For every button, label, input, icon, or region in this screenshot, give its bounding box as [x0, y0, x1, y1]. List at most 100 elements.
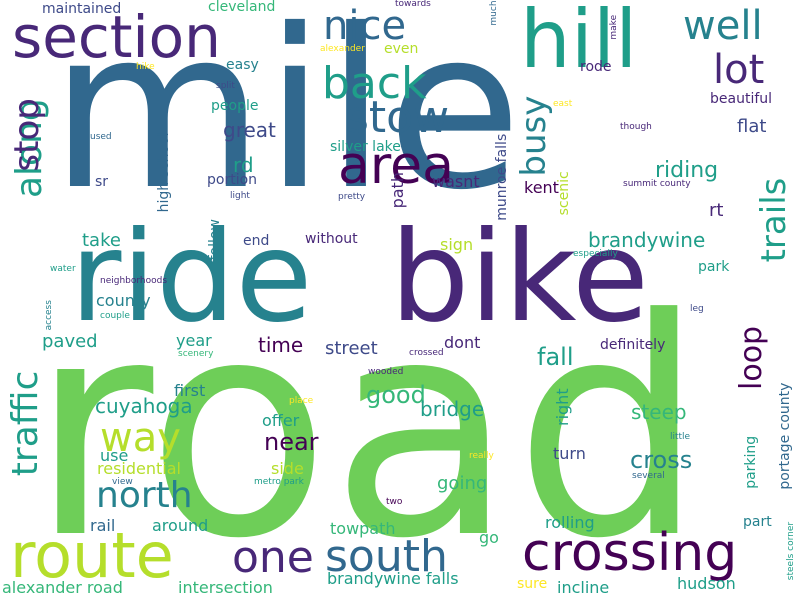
word-dont: dont	[444, 333, 481, 352]
word-without: without	[305, 231, 358, 247]
word-turn: turn	[553, 444, 586, 463]
word-north: north	[96, 475, 193, 516]
word-hudson: hudson	[677, 574, 736, 593]
word-steep: steep	[631, 400, 687, 424]
word-fall: fall	[537, 343, 574, 371]
word-cross: cross	[630, 446, 693, 474]
word-portion: portion	[207, 172, 258, 188]
word-east: east	[553, 99, 573, 109]
word-scenic: scenic	[556, 171, 572, 216]
word-ride: ride	[70, 205, 313, 350]
word-light: light	[230, 191, 250, 201]
word-road: road	[30, 255, 705, 600]
word-around: around	[152, 516, 209, 535]
word-rt: rt	[709, 200, 724, 221]
word-stow: stow	[346, 92, 450, 143]
word-paved: paved	[42, 331, 98, 352]
word-path: path	[388, 172, 407, 209]
word-bridge: bridge	[420, 397, 485, 421]
word-really: really	[469, 451, 494, 461]
word-riding: riding	[655, 158, 719, 183]
word-used: used	[90, 132, 112, 142]
word-towpath: towpath	[330, 519, 396, 538]
word-near: near	[264, 428, 319, 456]
word-neighborhoods: neighborhoods	[100, 276, 168, 286]
word-summit-county: summit county	[623, 179, 691, 189]
word-especially: especially	[573, 249, 618, 259]
word-follow: follow	[207, 219, 223, 261]
word-parking: parking	[743, 435, 759, 489]
word-going: going	[437, 473, 488, 494]
word-silver-lake: silver lake	[330, 139, 401, 155]
word-incline: incline	[557, 578, 610, 597]
word-pretty: pretty	[338, 192, 366, 202]
word-nice: nice	[323, 3, 407, 49]
word-residential: residential	[97, 459, 181, 478]
word-little: little	[670, 432, 691, 442]
word-well: well	[683, 3, 763, 49]
word-flat: flat	[737, 116, 767, 137]
word-munroe-falls: munroe falls	[494, 133, 510, 221]
word-area: area	[338, 136, 454, 196]
word-south: south	[325, 531, 448, 582]
word-brandywine: brandywine	[588, 228, 706, 252]
word-year: year	[176, 331, 212, 350]
word-sr: sr	[95, 174, 109, 190]
word-intersection: intersection	[178, 578, 273, 597]
word-wasnt: wasnt	[432, 172, 480, 191]
word-offer: offer	[262, 411, 300, 430]
word-leg: leg	[690, 304, 704, 314]
word-crossing: crossing	[522, 523, 738, 583]
word-go: go	[479, 528, 499, 547]
word-traffic: traffic	[5, 370, 46, 477]
word-time: time	[258, 333, 304, 357]
word-street: street	[325, 338, 378, 359]
word-rode: rode	[580, 59, 612, 75]
word-part: part	[743, 514, 772, 530]
word-end: end	[243, 233, 270, 249]
word-lot: lot	[713, 47, 765, 93]
word-though: though	[620, 122, 652, 132]
word-hike: hike	[136, 62, 155, 72]
word-loop: loop	[734, 325, 769, 390]
word-alexander-road: alexander road	[2, 578, 123, 597]
word-section: section	[12, 3, 221, 71]
word-make: make	[609, 14, 619, 40]
word-metro-park: metro park	[254, 477, 304, 487]
word-alexander: alexander	[320, 44, 365, 54]
word-crossed: crossed	[409, 348, 444, 358]
word-maintained: maintained	[42, 1, 122, 17]
word-towards: towards	[395, 0, 431, 9]
word-several: several	[632, 471, 665, 481]
word-mile: mile	[50, 0, 522, 238]
word-back: back	[322, 58, 427, 109]
word-trails: trails	[754, 177, 794, 263]
word-portage-county: portage county	[777, 382, 793, 490]
word-definitely: definitely	[600, 337, 666, 353]
word-beautiful: beautiful	[710, 91, 773, 107]
word-good: good	[366, 381, 426, 409]
word-rd: rd	[233, 153, 254, 177]
word-park: park	[698, 259, 730, 275]
word-brandywine-falls: brandywine falls	[327, 569, 459, 588]
word-busy: busy	[514, 95, 554, 177]
word-easy: easy	[226, 57, 259, 73]
word-take: take	[82, 230, 121, 251]
word-split: split	[216, 81, 235, 91]
word-hill: hill	[520, 0, 638, 86]
word-much: much	[489, 0, 499, 26]
word-side: side	[271, 459, 304, 478]
word-right: right	[553, 388, 572, 426]
word-couple: couple	[100, 311, 130, 321]
word-people: people	[211, 98, 259, 114]
word-use: use	[100, 446, 129, 465]
word-two: two	[386, 497, 403, 507]
word-access: access	[44, 300, 54, 331]
word-stop: stop	[7, 98, 47, 172]
word-way: way	[100, 415, 181, 461]
word-county: county	[96, 291, 151, 310]
word-rail: rail	[90, 516, 116, 535]
word-sign: sign	[440, 235, 474, 254]
word-water: water	[50, 264, 76, 274]
